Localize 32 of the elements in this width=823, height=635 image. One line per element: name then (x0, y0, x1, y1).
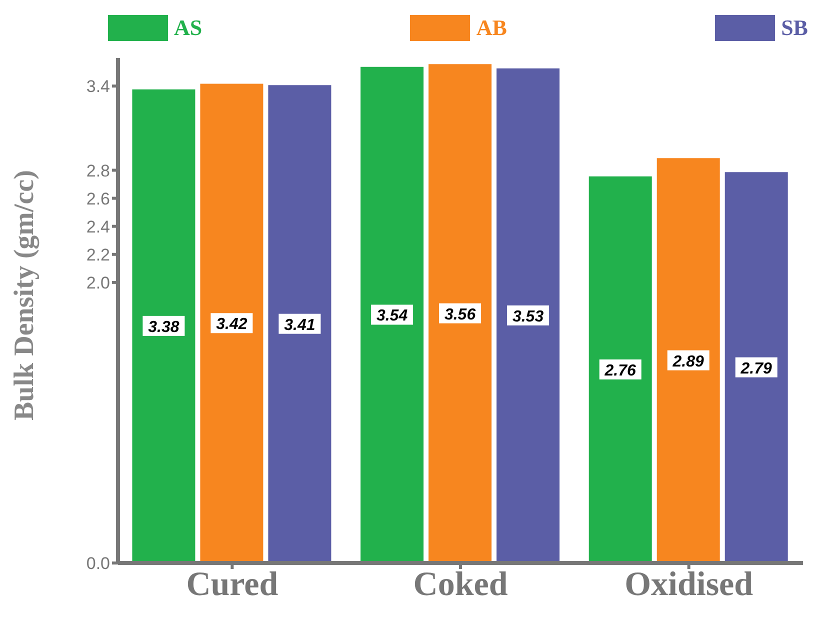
y-axis-title: Bulk Density (gm/cc) (8, 170, 40, 420)
data-label: 3.56 (444, 306, 476, 324)
y-tick-label: 3.4 (86, 77, 110, 96)
x-tick-label: Coked (413, 566, 508, 604)
data-label: 2.79 (740, 360, 772, 378)
bar (496, 67, 561, 563)
x-tick-label: Oxidised (624, 566, 754, 604)
legend-label: SB (781, 15, 808, 41)
legend-label: AB (476, 15, 507, 41)
bar (360, 66, 425, 563)
y-tick-label: 2.4 (86, 217, 110, 236)
data-label: 3.41 (284, 316, 316, 334)
data-label: 3.54 (376, 308, 408, 325)
y-tick-label: 2.6 (86, 189, 110, 208)
bar (428, 63, 493, 563)
x-tick-label: Cured (186, 566, 278, 604)
data-label: 3.42 (216, 316, 248, 334)
bar (131, 88, 196, 563)
y-tick-label: 2.0 (86, 273, 110, 292)
y-tick-label: 0.0 (86, 554, 110, 574)
data-label: 2.76 (604, 362, 636, 380)
bar (267, 84, 332, 563)
data-label: 3.53 (512, 308, 544, 326)
y-tick-label: 2.8 (86, 161, 110, 180)
y-tick-label: 2.2 (86, 245, 110, 264)
bar (199, 82, 264, 563)
bar (724, 171, 789, 563)
legend-label: AS (174, 15, 202, 41)
data-label: 3.38 (148, 318, 180, 336)
bar (588, 175, 653, 563)
bar (656, 157, 721, 563)
data-label: 2.89 (672, 353, 704, 370)
